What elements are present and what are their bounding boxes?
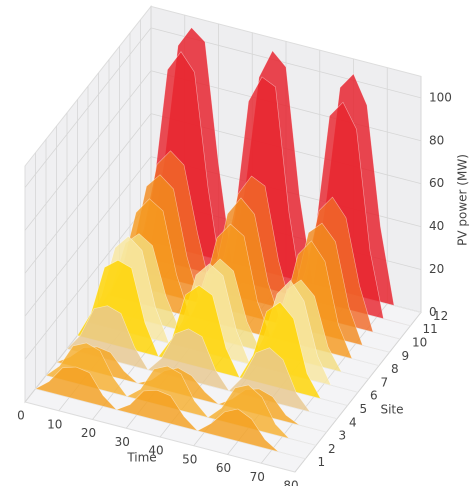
grid-line <box>24 113 152 274</box>
grid-line <box>24 27 152 188</box>
z-tick-label: 20 <box>429 262 444 276</box>
x-tick-label: 20 <box>81 426 96 440</box>
y-tick-label: 9 <box>402 349 410 363</box>
z-tick-label: 0 <box>429 305 437 319</box>
y-tick-label: 10 <box>412 336 427 350</box>
y-tick-label: 7 <box>381 375 389 389</box>
z-tick-label: 80 <box>429 133 444 147</box>
y-axis-title: Site <box>380 403 403 417</box>
x-axis-title: Time <box>126 451 156 465</box>
z-tick-label: 40 <box>429 219 444 233</box>
z-tick-label: 100 <box>429 90 452 104</box>
z-tick-label: 60 <box>429 176 444 190</box>
x-tick-label: 60 <box>216 461 231 475</box>
ridge <box>66 305 338 420</box>
y-tick-label: 4 <box>349 415 357 429</box>
x-tick-label: 0 <box>17 409 25 423</box>
z-axis-title: PV power (MW) <box>456 154 470 246</box>
ridge <box>34 366 306 459</box>
grid-line <box>24 156 152 317</box>
y-tick-label: 3 <box>339 429 347 443</box>
x-tick-label: 80 <box>283 479 298 486</box>
grid-line <box>24 199 152 360</box>
x-tick-label: 70 <box>250 470 265 484</box>
grid-line <box>24 70 152 231</box>
y-tick-label: 2 <box>328 442 336 456</box>
y-tick-label: 11 <box>423 322 438 336</box>
y-tick-label: 5 <box>360 402 368 416</box>
y-tick-label: 12 <box>433 309 448 323</box>
y-tick-label: 6 <box>370 389 378 403</box>
x-tick-label: 50 <box>182 452 197 466</box>
marks <box>34 27 422 459</box>
x-tick-label: 40 <box>148 444 163 458</box>
labels: 0102030405060708012345678910111202040608… <box>17 90 452 486</box>
x-tick-label: 30 <box>115 435 130 449</box>
x-tick-label: 10 <box>47 417 62 431</box>
y-tick-label: 8 <box>391 362 399 376</box>
y-tick-label: 1 <box>318 455 326 469</box>
